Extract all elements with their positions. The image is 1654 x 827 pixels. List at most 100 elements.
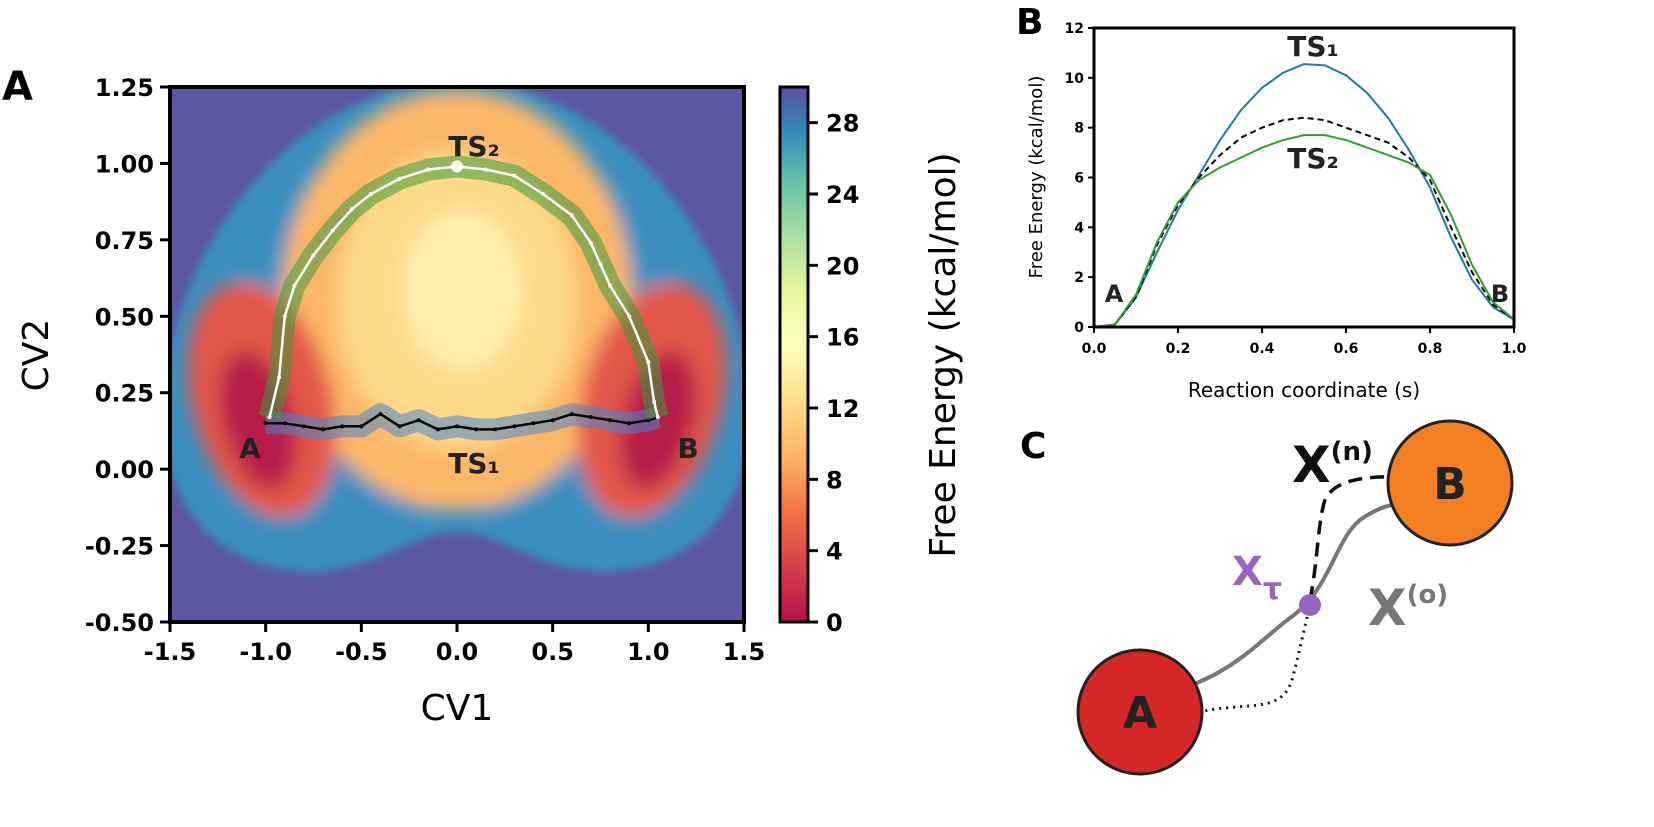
y-tick-label: -0.50 — [85, 609, 154, 637]
paths — [258, 155, 669, 441]
y-tick-label: 8 — [1074, 121, 1084, 137]
path-node — [435, 427, 440, 432]
y-tick-label: 0.25 — [95, 380, 154, 408]
path-node — [512, 424, 517, 429]
x-tick-label: -1.0 — [239, 638, 291, 666]
path-node — [608, 418, 613, 423]
path-dotted — [1184, 604, 1312, 718]
path-label: X(n) — [1292, 436, 1373, 494]
y-tick-label: 1.00 — [95, 150, 154, 178]
path-node — [455, 424, 459, 429]
label-sup: (o) — [1407, 580, 1449, 610]
path-node — [426, 167, 431, 172]
panel-c: C A B X(n) Xτ X(o) — [1020, 419, 1514, 776]
label-sup: (n) — [1331, 437, 1373, 467]
path-line — [265, 412, 659, 431]
annotation: B — [677, 432, 698, 465]
y-tick-label: 0 — [1074, 320, 1084, 336]
node-a — [1076, 648, 1204, 776]
colorbar — [778, 85, 810, 624]
y-tick-label: 6 — [1074, 171, 1084, 187]
path-node — [652, 399, 657, 404]
path-node — [282, 421, 287, 426]
x-tick-label: 1.0 — [1502, 341, 1527, 357]
path-node — [588, 415, 593, 420]
path-node — [598, 262, 603, 267]
path-node — [655, 415, 660, 420]
path-node — [301, 424, 306, 429]
path-old — [1164, 498, 1413, 695]
path-node — [550, 418, 555, 423]
path-label: X(o) — [1368, 579, 1448, 637]
label-sub: τ — [1263, 572, 1282, 607]
path-node — [378, 412, 383, 417]
path-node — [627, 421, 632, 426]
y-axis-label: Free Energy (kcal/mol) — [1026, 76, 1047, 279]
path-node — [263, 421, 268, 426]
annotation: A — [239, 432, 261, 465]
annotation: A — [1105, 280, 1124, 308]
path-node — [483, 167, 488, 172]
annotation: TS₁ — [1287, 30, 1339, 63]
plot-frame — [1092, 26, 1516, 329]
path-node — [493, 427, 498, 432]
x-tick-label: 0.0 — [436, 638, 479, 666]
path-node — [531, 421, 536, 426]
ts-marker — [451, 160, 463, 173]
path-line — [268, 165, 660, 418]
colorbar-tick-label: 4 — [826, 538, 843, 566]
x-tick-label: 0.6 — [1334, 341, 1359, 357]
panel-label: B — [1016, 2, 1043, 43]
node-b — [1386, 419, 1514, 547]
colorbar-tick-label: 20 — [826, 252, 859, 280]
path-node — [541, 192, 546, 196]
path-node — [349, 207, 354, 212]
x-axis-label: CV1 — [421, 688, 494, 729]
path-node — [359, 424, 364, 429]
panel-label: A — [2, 64, 33, 110]
path-node — [474, 427, 479, 432]
path-node — [569, 213, 574, 218]
colorbar-tick-label: 16 — [826, 324, 859, 352]
path-label: Xτ — [1232, 549, 1282, 607]
colorbar-tick-label: 0 — [826, 609, 843, 637]
path-node — [646, 360, 651, 365]
colorbar-tick-label: 12 — [826, 395, 859, 423]
colorbar-tick-label: 28 — [826, 110, 859, 138]
y-tick-label: 0.50 — [95, 303, 154, 331]
plot-frame — [168, 85, 746, 624]
path-node — [267, 415, 272, 420]
label-base: X — [1368, 579, 1407, 637]
path-node — [416, 418, 421, 423]
path-node — [277, 375, 282, 380]
series-line — [1093, 63, 1515, 328]
path-node — [311, 253, 316, 258]
y-tick-label: 2 — [1074, 270, 1084, 286]
path-node — [368, 192, 373, 196]
x-tick-label: 1.0 — [627, 638, 670, 666]
y-tick-label: 12 — [1065, 21, 1084, 37]
path-node — [397, 424, 402, 429]
panel-b: 0.0 0.2 0.4 0.6 0.8 1.0 0 2 4 6 8 10 12 TS₁ TS₂ A B — [1065, 21, 1527, 357]
path-node — [330, 228, 335, 233]
path-node — [340, 424, 345, 429]
path-node — [569, 412, 574, 417]
x-tick-label: 0.4 — [1250, 341, 1275, 357]
path-node — [321, 427, 326, 432]
y-axis-label: CV2 — [16, 319, 57, 392]
y-tick-label: 0.00 — [95, 456, 154, 484]
y-tick-label: 1.25 — [95, 74, 154, 102]
x-tick-label: -0.5 — [335, 638, 387, 666]
x-tick-label: 1.5 — [723, 638, 766, 666]
y-tick-label: 10 — [1065, 71, 1085, 87]
path-new — [1308, 475, 1403, 601]
path-node — [512, 173, 517, 178]
node-label: B — [1433, 459, 1467, 510]
colorbar-tick-label: 8 — [826, 466, 843, 494]
annotation: TS₁ — [448, 447, 500, 480]
x-tick-label: 0.5 — [531, 638, 574, 666]
series-line — [1093, 116, 1515, 328]
annotation: B — [1491, 280, 1509, 308]
y-tick-label: 0.75 — [95, 227, 154, 255]
